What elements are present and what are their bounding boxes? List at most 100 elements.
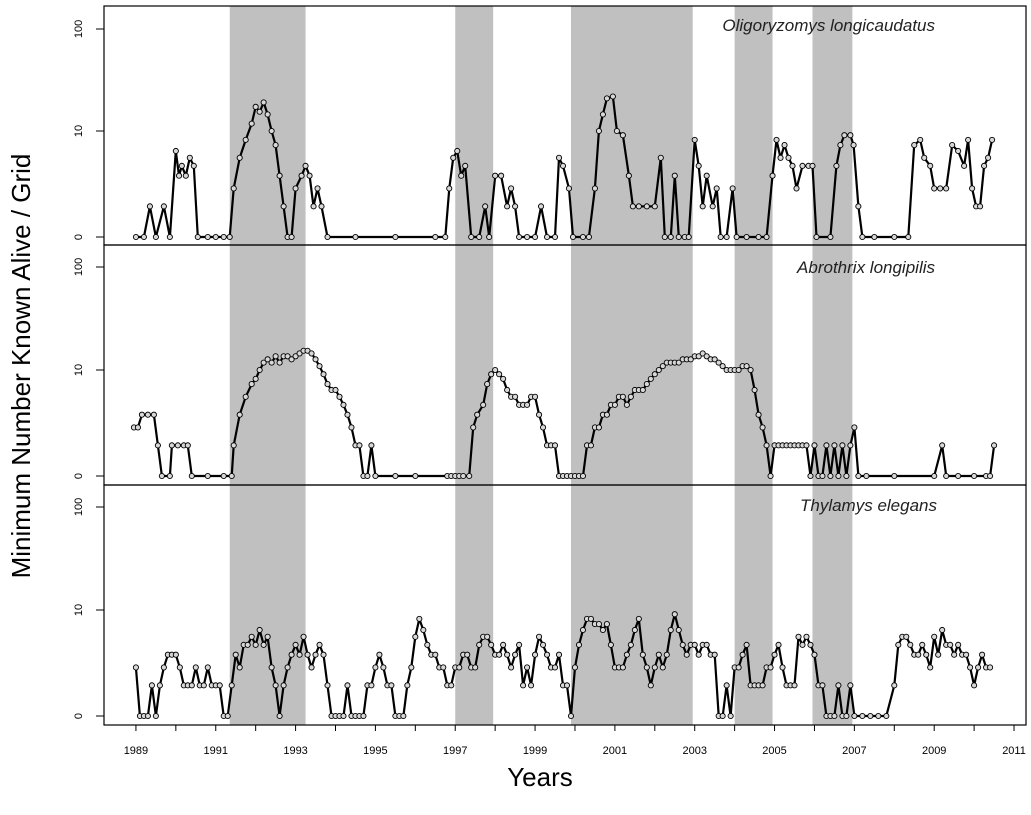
- data-point: [242, 136, 249, 143]
- data-point: [803, 633, 810, 640]
- data-point: [799, 641, 806, 648]
- data-point: [312, 356, 319, 363]
- data-point: [987, 664, 994, 671]
- data-point: [969, 185, 976, 192]
- data-point: [629, 203, 636, 210]
- data-point: [220, 233, 227, 241]
- data-point: [268, 664, 275, 671]
- data-point: [408, 664, 415, 671]
- data-point: [855, 203, 862, 210]
- data-point: [400, 712, 407, 720]
- data-point: [324, 233, 331, 241]
- data-point: [875, 712, 882, 720]
- data-point: [989, 136, 996, 143]
- data-point: [927, 162, 934, 169]
- data-point: [609, 93, 616, 100]
- data-point: [324, 381, 331, 388]
- data-point: [186, 154, 193, 161]
- data-point: [763, 233, 770, 241]
- data-point: [931, 472, 938, 480]
- data-point: [937, 185, 944, 192]
- data-point: [803, 442, 810, 449]
- data-point: [190, 162, 197, 169]
- data-point: [272, 142, 279, 149]
- data-point: [468, 233, 475, 241]
- data-point: [671, 172, 678, 179]
- data-point: [492, 366, 499, 374]
- data-point: [260, 641, 267, 648]
- data-point: [276, 172, 283, 179]
- data-point: [659, 363, 666, 370]
- data-point: [987, 472, 994, 480]
- data-point: [963, 651, 970, 658]
- data-point: [967, 664, 974, 671]
- data-point: [931, 633, 938, 640]
- data-point: [595, 621, 602, 628]
- data-point: [268, 359, 275, 366]
- data-point: [312, 651, 319, 658]
- data-point: [703, 172, 710, 179]
- data-point: [348, 424, 355, 431]
- data-point: [256, 108, 263, 115]
- data-point: [500, 641, 507, 648]
- data-point: [134, 424, 141, 431]
- shaded-period: [570, 6, 693, 725]
- data-point: [488, 371, 495, 378]
- data-point: [244, 641, 251, 648]
- data-point: [743, 641, 750, 648]
- data-point: [308, 664, 315, 671]
- data-point: [154, 442, 161, 449]
- x-tick-label: 1993: [283, 745, 307, 757]
- data-point: [667, 233, 674, 241]
- data-point: [470, 424, 477, 431]
- data-point: [484, 381, 491, 388]
- data-point: [965, 136, 972, 143]
- data-point: [146, 203, 153, 210]
- data-point: [943, 472, 950, 480]
- data-point: [368, 442, 375, 449]
- data-point: [284, 353, 291, 360]
- data-point: [132, 664, 139, 671]
- species-label: Abrothrix longipilis: [796, 258, 935, 277]
- data-point: [643, 381, 650, 388]
- data-point: [675, 233, 682, 241]
- data-point: [595, 127, 602, 135]
- data-point: [288, 651, 295, 658]
- data-point: [150, 411, 157, 418]
- data-point: [859, 233, 866, 241]
- data-point: [256, 366, 263, 374]
- data-point: [404, 682, 411, 689]
- data-point: [811, 651, 818, 658]
- data-point: [739, 651, 746, 658]
- data-point: [236, 411, 243, 418]
- data-point: [486, 233, 493, 241]
- data-point: [795, 633, 802, 640]
- data-point: [288, 233, 295, 241]
- data-point: [450, 154, 457, 161]
- data-point: [659, 664, 666, 671]
- data-point: [691, 136, 698, 143]
- data-point: [743, 363, 750, 370]
- data-point: [699, 350, 706, 357]
- data-point: [667, 626, 674, 634]
- data-point: [264, 111, 271, 118]
- data-point: [292, 185, 299, 192]
- data-point: [376, 651, 383, 658]
- data-point: [284, 664, 291, 671]
- data-point: [440, 664, 447, 671]
- data-point: [571, 664, 579, 671]
- data-point: [807, 641, 814, 648]
- data-point: [643, 203, 650, 210]
- data-point: [947, 641, 954, 648]
- data-point: [532, 651, 539, 658]
- data-point: [943, 185, 950, 192]
- data-point: [156, 682, 163, 689]
- data-point: [416, 615, 423, 622]
- data-point: [651, 664, 658, 671]
- data-point: [228, 682, 235, 689]
- data-point: [627, 641, 634, 648]
- data-point: [194, 233, 201, 241]
- data-point: [412, 633, 419, 640]
- data-point: [603, 411, 610, 418]
- x-tick-label: 2005: [762, 745, 786, 757]
